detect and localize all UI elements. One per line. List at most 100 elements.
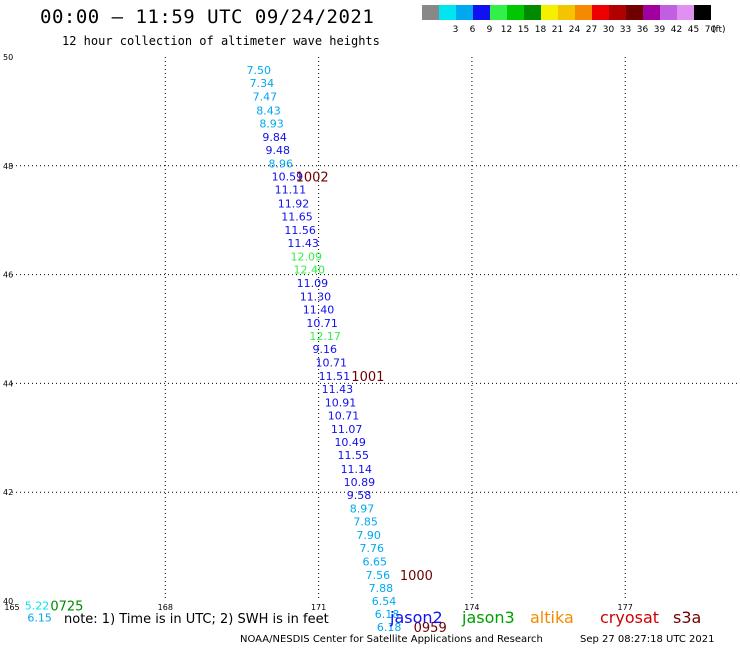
legend-label: 9	[486, 25, 493, 35]
chart-title: 00:00 – 11:59 UTC 09/24/2021	[40, 6, 375, 28]
swh-value: 11.43	[322, 383, 354, 396]
lat-lon-grid	[12, 57, 738, 601]
swh-value: 8.43	[256, 104, 281, 117]
legend-label: 27	[585, 25, 598, 35]
pass-time: 0959	[414, 621, 447, 636]
legend-swatch	[422, 5, 439, 20]
swh-value: 6.18	[375, 608, 400, 621]
swh-value: 11.30	[300, 290, 332, 303]
legend-swatch	[456, 5, 473, 20]
legend-swatch	[558, 5, 575, 20]
legend-swatch	[643, 5, 660, 20]
swh-value: 12.17	[309, 330, 341, 343]
legend-label: 6	[469, 25, 476, 35]
legend-swatch	[507, 5, 524, 20]
swh-value: 10.89	[344, 476, 376, 489]
swh-value: 8.97	[350, 503, 375, 516]
legend-label: 15	[517, 25, 530, 35]
swh-value: 10.49	[334, 436, 366, 449]
swh-value: 10.71	[328, 409, 360, 422]
legend-swatch	[575, 5, 592, 20]
legend-swatch	[524, 5, 541, 20]
legend-label: 45	[687, 25, 700, 35]
swh-value: 11.56	[284, 224, 316, 237]
satellite-jason2: jason2	[390, 608, 443, 627]
swh-value: 11.11	[275, 184, 307, 197]
swh-value: 11.09	[297, 277, 329, 290]
swh-value: 7.76	[359, 542, 384, 555]
swh-value: 5.22	[25, 599, 50, 612]
lat-tick-label: 40	[3, 597, 13, 606]
legend-swatch	[677, 5, 694, 20]
swh-value: 6.65	[363, 555, 388, 568]
legend-label: 30	[602, 25, 615, 35]
legend-label: 33	[619, 25, 632, 35]
swh-value: 7.85	[353, 516, 378, 529]
swh-value: 10.71	[306, 317, 338, 330]
legend-swatch	[592, 5, 609, 20]
swh-value: 12.40	[294, 264, 326, 277]
swh-value: 7.50	[247, 64, 272, 77]
swh-value: 10.91	[325, 396, 357, 409]
pass-time: 1001	[351, 370, 384, 385]
swh-value: 6.54	[372, 595, 397, 608]
credit-line: NOAA/NESDIS Center for Satellite Applica…	[240, 634, 543, 645]
lat-tick-label: 44	[3, 379, 13, 388]
lon-tick-label: 168	[158, 603, 173, 612]
swh-value: 11.07	[331, 423, 363, 436]
footnote: note: 1) Time is in UTC; 2) SWH is in fe…	[64, 612, 329, 627]
swh-value: 8.93	[259, 117, 284, 130]
swh-value: 11.14	[341, 463, 373, 476]
satellite-s3a: s3a	[673, 608, 702, 627]
swh-value: 8.96	[269, 158, 294, 171]
chart-subtitle: 12 hour collection of altimeter wave hei…	[62, 34, 380, 48]
legend-label: 36	[636, 25, 649, 35]
legend-label: 42	[670, 25, 683, 35]
legend-label: 39	[653, 25, 666, 35]
swh-value: 10.59	[272, 171, 304, 184]
swh-value: 7.88	[369, 582, 394, 595]
swh-value: 11.40	[303, 303, 335, 316]
swh-value: 12.09	[290, 251, 322, 264]
legend-swatch	[439, 5, 456, 20]
legend-label: 70	[704, 25, 717, 35]
legend-swatch	[626, 5, 643, 20]
swh-value: 9.48	[265, 144, 290, 157]
swh-value: 6.18	[377, 621, 402, 634]
generated-timestamp: Sep 27 08:27:18 UTC 2021	[580, 634, 715, 645]
swh-value: 11.92	[278, 197, 310, 210]
swh-value: 11.65	[281, 210, 313, 223]
lon-tick-label: 174	[464, 603, 479, 612]
swh-value: 7.47	[253, 91, 278, 104]
legend-label: 3	[452, 25, 459, 35]
legend-swatch	[609, 5, 626, 20]
swh-value: 10.71	[316, 357, 348, 370]
lat-tick-label: 42	[3, 488, 13, 497]
lat-tick-label: 50	[3, 53, 13, 62]
swh-value: 7.56	[366, 569, 391, 582]
swh-value: 9.84	[262, 131, 287, 144]
legend-label: 12	[500, 25, 513, 35]
pass-time: 1002	[296, 171, 329, 186]
lat-tick-label: 46	[3, 271, 13, 280]
satellite-jason3: jason3	[462, 608, 515, 627]
swh-value: 6.15	[27, 611, 52, 624]
legend-label: 21	[551, 25, 564, 35]
lon-tick-label: 171	[311, 603, 326, 612]
legend-swatch	[473, 5, 490, 20]
swh-value: 9.16	[312, 343, 337, 356]
legend-label: 18	[534, 25, 547, 35]
legend-swatch	[541, 5, 558, 20]
legend-swatch	[660, 5, 677, 20]
pass-time: 1000	[400, 569, 433, 584]
legend-unit: (ft)	[712, 25, 726, 35]
swh-value: 11.51	[319, 370, 351, 383]
lon-tick-label: 165	[4, 603, 19, 612]
satellite-cryosat: cryosat	[600, 608, 660, 627]
swh-value: 11.55	[338, 449, 370, 462]
lat-tick-label: 48	[3, 162, 13, 171]
swh-value: 7.90	[356, 529, 381, 542]
satellite-altika: altika	[530, 608, 574, 627]
axis-tick-labels: 165 168 171 174 177 40 42 44 46 48 50	[3, 53, 633, 612]
